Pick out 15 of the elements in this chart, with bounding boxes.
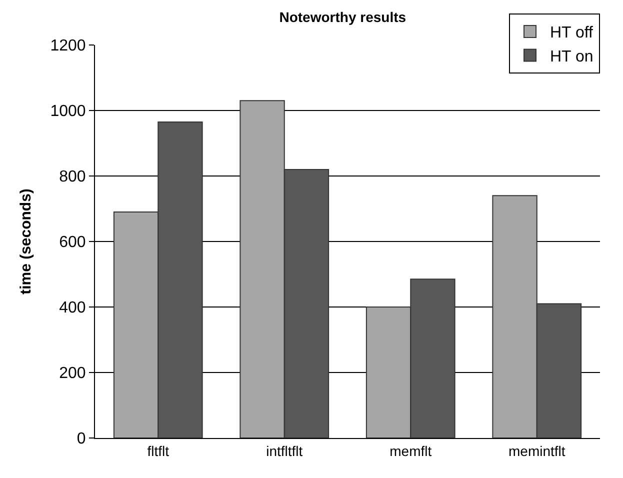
x-tick-label: memintflt <box>508 442 566 459</box>
y-tick-label: 0 <box>76 430 86 448</box>
x-tick-label: memflt <box>390 442 432 459</box>
y-axis-title: time (seconds) <box>17 188 34 294</box>
y-tick-label: 600 <box>59 234 86 252</box>
legend-label: HT on <box>550 48 594 66</box>
y-tick-label: 1000 <box>50 103 86 120</box>
x-tick-label: intfltflt <box>266 442 303 459</box>
y-tick-label: 400 <box>59 300 86 317</box>
chart-title: Noteworthy results <box>279 8 406 25</box>
y-tick-label: 1200 <box>50 38 86 55</box>
y-tick-label: 200 <box>59 365 86 382</box>
legend-label: HT off <box>550 24 594 42</box>
x-tick-label: fltflt <box>147 442 170 459</box>
y-tick-label: 800 <box>59 168 86 186</box>
